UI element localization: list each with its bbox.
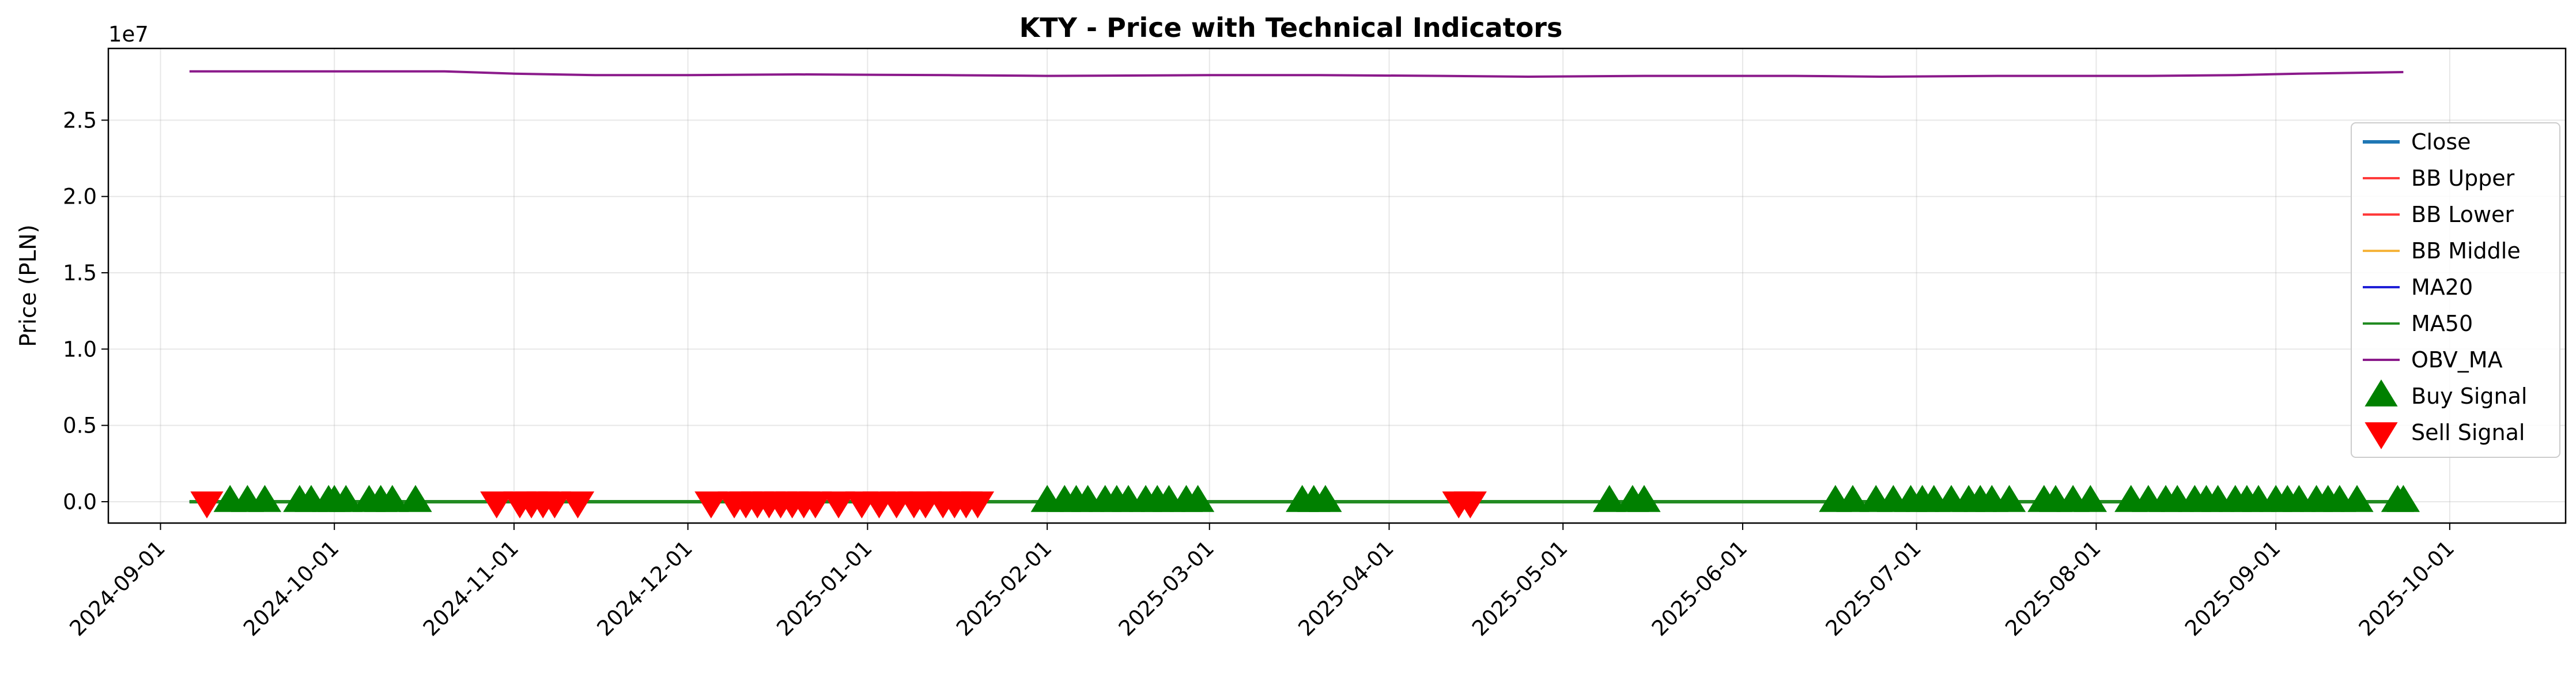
buy-signal-marker: [248, 484, 282, 512]
sell-signal-marker: [561, 491, 595, 518]
buy-signal-marker: [399, 484, 432, 512]
legend-label-bb-upper: BB Upper: [2411, 166, 2515, 191]
plot-frame: [107, 47, 2567, 524]
buy-signal-marker: [329, 484, 362, 512]
signal-markers: [190, 484, 2420, 518]
sell-signal-marker: [190, 491, 224, 518]
sell-signal-marker: [480, 491, 513, 518]
legend-label-buy-signal: Buy Signal: [2411, 384, 2527, 409]
chart-title: KTY - Price with Technical Indicators: [1019, 12, 1563, 43]
y-tick-label: 2.5: [63, 108, 97, 133]
legend-label-ma50: MA50: [2411, 311, 2473, 336]
buy-signal-marker: [2073, 484, 2107, 512]
buy-signal-marker: [376, 484, 409, 512]
buy-signal-marker: [1627, 484, 1661, 512]
buy-signal-marker: [1593, 484, 1626, 512]
y-axis: 0.0 0.5 1.0 1.5 2.0 2.5: [63, 108, 108, 514]
legend-swatch-buy-signal: [2365, 379, 2398, 407]
sell-signal-marker: [799, 491, 832, 518]
sell-signal-marker: [822, 491, 855, 518]
y-tick-label: 0.5: [63, 413, 97, 438]
buy-signal-marker: [2386, 484, 2420, 512]
legend-label-close: Close: [2411, 129, 2471, 155]
buy-signal-marker: [2340, 484, 2374, 512]
y-tick-label: 1.0: [63, 337, 97, 362]
y-axis-label: Price (PLN): [16, 224, 41, 347]
y-offset-label: 1e7: [108, 22, 149, 47]
legend-label-sell-signal: Sell Signal: [2411, 420, 2525, 445]
buy-signal-marker: [1309, 484, 1342, 512]
legend-box: [2351, 122, 2560, 458]
sell-signal-marker: [694, 491, 728, 518]
y-tick-label: 2.0: [63, 185, 97, 209]
legend-label-obv-ma: OBV_MA: [2411, 347, 2503, 373]
series-line-obv-ma: [189, 70, 2404, 78]
legend: Close BB Upper BB Lower BB Middle MA20 MA50 OB…: [2351, 122, 2560, 458]
sell-signal-marker: [538, 491, 571, 518]
sell-signal-marker: [1453, 491, 1487, 518]
legend-label-ma20: MA20: [2411, 275, 2473, 300]
buy-signal-marker: [1181, 484, 1215, 512]
legend-label-bb-middle: BB Middle: [2411, 238, 2521, 264]
y-tick-label: 1.5: [63, 261, 97, 285]
buy-signal-marker: [1836, 484, 1869, 512]
y-tick-label: 0.0: [63, 490, 97, 514]
buy-signal-marker: [1993, 484, 2026, 512]
legend-label-bb-lower: BB Lower: [2411, 202, 2514, 227]
sell-signal-marker: [961, 491, 995, 518]
legend-swatch-sell-signal: [2365, 422, 2398, 449]
